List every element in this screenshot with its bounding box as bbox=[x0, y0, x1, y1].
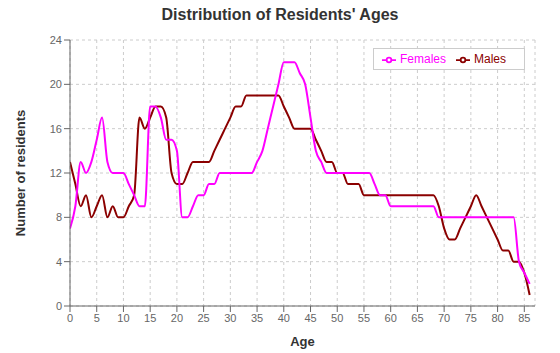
svg-text:Age: Age bbox=[290, 334, 315, 349]
svg-text:0: 0 bbox=[56, 300, 62, 312]
svg-text:Number of residents: Number of residents bbox=[13, 110, 28, 236]
html-text:Males: Males bbox=[474, 52, 506, 66]
svg-text:35: 35 bbox=[251, 312, 263, 324]
svg-text:50: 50 bbox=[331, 312, 343, 324]
svg-text:65: 65 bbox=[411, 312, 423, 324]
svg-text:45: 45 bbox=[304, 312, 316, 324]
svg-text:80: 80 bbox=[491, 312, 503, 324]
svg-text:16: 16 bbox=[50, 123, 62, 135]
svg-text:8: 8 bbox=[56, 211, 62, 223]
svg-text:20: 20 bbox=[171, 312, 183, 324]
svg-text:12: 12 bbox=[50, 167, 62, 179]
svg-text:70: 70 bbox=[438, 312, 450, 324]
svg-text:4: 4 bbox=[56, 256, 62, 268]
svg-text:10: 10 bbox=[117, 312, 129, 324]
svg-text:60: 60 bbox=[385, 312, 397, 324]
svg-text:40: 40 bbox=[278, 312, 290, 324]
svg-text:24: 24 bbox=[50, 34, 62, 46]
svg-text:55: 55 bbox=[358, 312, 370, 324]
html-text:Females: Females bbox=[400, 52, 446, 66]
svg-text:15: 15 bbox=[144, 312, 156, 324]
svg-text:30: 30 bbox=[224, 312, 236, 324]
svg-text:25: 25 bbox=[197, 312, 209, 324]
svg-text:0: 0 bbox=[67, 312, 73, 324]
html-text:Distribution of Residents' Age: Distribution of Residents' Ages bbox=[161, 6, 399, 23]
svg-text:75: 75 bbox=[465, 312, 477, 324]
svg-text:85: 85 bbox=[518, 312, 530, 324]
svg-text:20: 20 bbox=[50, 78, 62, 90]
svg-text:5: 5 bbox=[94, 312, 100, 324]
